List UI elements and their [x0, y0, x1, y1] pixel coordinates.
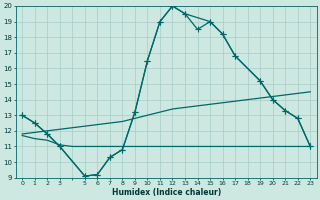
X-axis label: Humidex (Indice chaleur): Humidex (Indice chaleur)	[112, 188, 221, 197]
